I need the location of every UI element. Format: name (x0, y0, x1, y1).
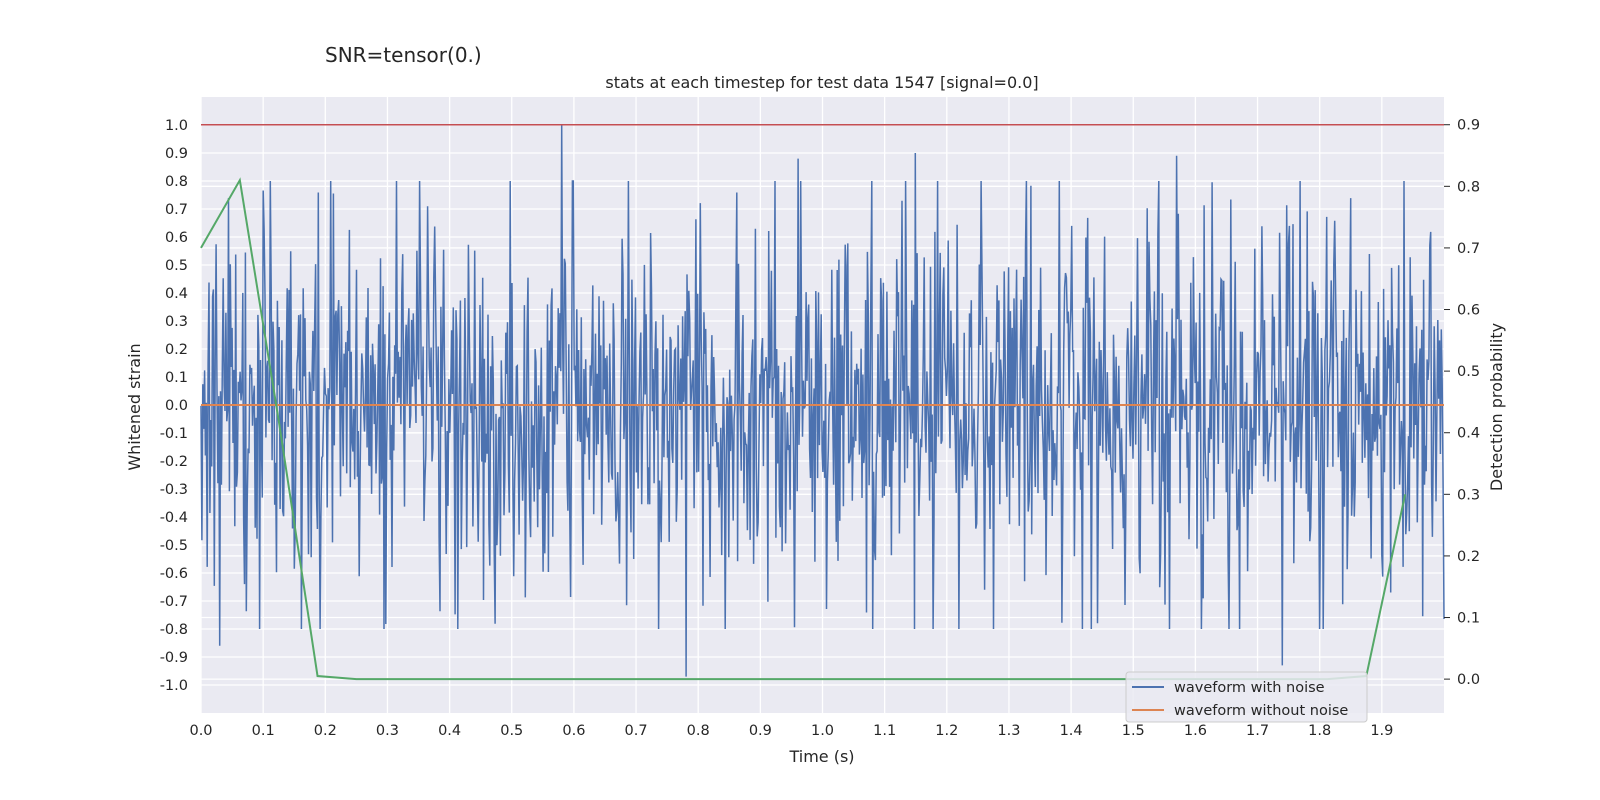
x-tick-label: 1.8 (1308, 723, 1331, 739)
legend: waveform with noise waveform without nois… (1125, 671, 1368, 723)
y2-tick-label: 0.2 (1457, 549, 1480, 565)
legend-label: waveform with noise (1174, 680, 1325, 696)
y-tick-label: -0.5 (160, 538, 188, 554)
y-tick-label: 0.4 (165, 286, 188, 302)
x-axis-label: Time (s) (788, 747, 854, 766)
y-axis-label: Whitened strain (125, 343, 144, 470)
x-tick-label: 1.9 (1370, 723, 1393, 739)
y-tick-label: -0.9 (160, 650, 188, 666)
x-tick-label: 0.2 (314, 723, 337, 739)
y2-tick-label: 0.6 (1457, 303, 1480, 319)
y-tick-label: 0.5 (165, 258, 188, 274)
chart-title: stats at each timestep for test data 154… (605, 73, 1038, 92)
x-tick-label: 0.9 (749, 723, 772, 739)
y2-tick-label: 0.3 (1457, 487, 1480, 503)
y2-axis-label: Detection probability (1487, 323, 1506, 491)
x-tick-label: 0.5 (500, 723, 523, 739)
y-axis-ticks: 1.0 0.9 0.8 0.7 0.6 0.5 0.4 0.3 0.2 0.1 0.0 -0.1 -0.… (160, 118, 188, 694)
y-tick-label: 0.7 (165, 202, 188, 218)
x-tick-label: 0.0 (189, 723, 212, 739)
legend-label: waveform without noise (1174, 703, 1348, 719)
y2-tick-label: 0.9 (1457, 118, 1480, 134)
legend-box (1125, 671, 1368, 723)
x-tick-label: 0.1 (252, 723, 275, 739)
y-tick-label: 0.3 (165, 314, 188, 330)
x-tick-label: 1.6 (1184, 723, 1207, 739)
y2-axis-ticks: 0.9 0.8 0.7 0.6 0.5 0.4 0.3 0.2 0.1 0.0 (1444, 118, 1480, 688)
x-tick-label: 1.2 (935, 723, 958, 739)
y-tick-label: -0.4 (160, 510, 188, 526)
x-axis-ticks: 0.0 0.1 0.2 0.3 0.4 0.5 0.6 0.7 0.8 0.9 1.0 1.1 1.2 1… (189, 723, 1393, 739)
y-tick-label: -0.8 (160, 622, 188, 638)
y-tick-label: 0.2 (165, 342, 188, 358)
y-tick-label: 0.1 (165, 370, 188, 386)
y-tick-label: 1.0 (165, 118, 188, 134)
y-tick-label: -1.0 (160, 678, 188, 694)
y2-tick-label: 0.1 (1457, 611, 1480, 627)
x-tick-label: 1.7 (1246, 723, 1269, 739)
y-tick-label: -0.7 (160, 594, 188, 610)
y-tick-label: 0.8 (165, 174, 188, 190)
y2-tick-label: 0.4 (1457, 426, 1480, 442)
x-tick-label: 0.4 (438, 723, 461, 739)
series-waveform-with-noise (200, 124, 1445, 677)
x-tick-label: 1.0 (811, 723, 834, 739)
x-tick-label: 0.7 (625, 723, 648, 739)
x-tick-label: 0.8 (687, 723, 710, 739)
y-tick-label: -0.6 (160, 566, 188, 582)
y-tick-label: -0.2 (160, 454, 188, 470)
y-tick-label: -0.1 (160, 426, 188, 442)
y2-tick-label: 0.7 (1457, 241, 1480, 257)
x-tick-label: 1.5 (1122, 723, 1145, 739)
y-tick-label: 0.0 (165, 398, 188, 414)
chart-suptitle: SNR=tensor(0.) (325, 43, 482, 67)
y2-tick-label: 0.0 (1457, 672, 1480, 688)
x-tick-label: 1.1 (873, 723, 896, 739)
y-tick-label: 0.9 (165, 146, 188, 162)
x-tick-label: 0.6 (562, 723, 585, 739)
x-tick-label: 1.3 (997, 723, 1020, 739)
x-tick-label: 0.3 (376, 723, 399, 739)
y-tick-label: -0.3 (160, 482, 188, 498)
y-tick-label: 0.6 (165, 230, 188, 246)
x-tick-label: 1.4 (1060, 723, 1083, 739)
y2-tick-label: 0.5 (1457, 364, 1480, 380)
y2-tick-label: 0.8 (1457, 179, 1480, 195)
